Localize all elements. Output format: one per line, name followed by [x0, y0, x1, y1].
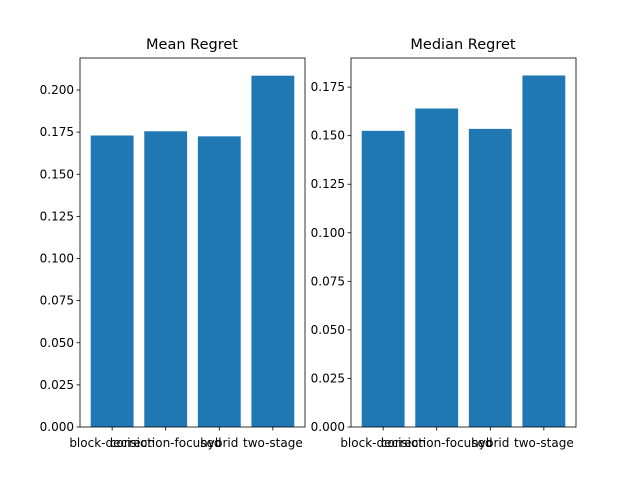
mean-regret-bars — [90, 75, 295, 428]
mean-regret-bar-hybrid — [197, 136, 241, 428]
mean-regret-x-tick-label-two-stage: two-stage — [243, 436, 303, 450]
mean-regret-x-tick-label-hybrid: hybrid — [200, 436, 238, 450]
median-regret-bars — [361, 75, 566, 428]
median-regret-y-tick-label: 0.075 — [311, 274, 345, 288]
mean-regret-bar-correction-focused — [144, 131, 188, 427]
median-regret-chart: Median Regret 0.0000.0250.0500.0750.1000… — [311, 37, 577, 450]
mean-regret-axes-frame — [79, 57, 306, 428]
mean-regret-y-axis-ticks: 0.000 0.025 0.050 0.075 0.100 0.125 0.150 0.175… — [40, 83, 80, 434]
median-regret-y-tick-label: 0.025 — [311, 371, 345, 385]
median-regret-bar-two-stage — [522, 75, 566, 428]
median-regret-y-tick-label: 0.175 — [311, 80, 345, 94]
mean-regret-title: Mean Regret — [146, 37, 238, 53]
mean-regret-y-tick-label: 0.100 — [40, 252, 74, 266]
mean-regret-y-tick-label: 0.050 — [40, 336, 74, 350]
median-regret-y-tick-label: 0.000 — [311, 420, 345, 434]
median-regret-x-tick-label-block-decision: block-decision — [340, 436, 426, 450]
mean-regret-y-tick-label: 0.125 — [40, 209, 74, 223]
median-regret-bar-hybrid — [468, 128, 512, 427]
median-regret-y-tick-label: 0.050 — [311, 323, 345, 337]
median-regret-y-tick-label: 0.150 — [311, 129, 345, 143]
mean-regret-y-tick-label: 0.150 — [40, 167, 74, 181]
mean-regret-chart: Mean Regret 0.000 0.025 0.050 0.075 0.100 0.1… — [40, 37, 306, 450]
median-regret-y-tick-label: 0.125 — [311, 177, 345, 191]
median-regret-bar-block-decision — [361, 130, 405, 427]
median-regret-y-axis-ticks: 0.000 0.025 0.050 0.075 0.100 0.125 0.150 0.175 — [311, 80, 351, 434]
mean-regret-x-tick-label-block-decision: block-decision — [69, 436, 155, 450]
mean-regret-bar-two-stage — [251, 75, 295, 428]
mean-regret-bar-block-decision — [90, 135, 134, 428]
median-regret-axes-frame — [350, 57, 577, 428]
mean-regret-y-tick-label: 0.200 — [40, 83, 74, 97]
mean-regret-y-tick-label: 0.025 — [40, 378, 74, 392]
median-regret-x-tick-label-hybrid: hybrid — [471, 436, 509, 450]
median-regret-y-tick-label: 0.100 — [311, 226, 345, 240]
mean-regret-y-tick-label: 0.000 — [40, 420, 74, 434]
mean-regret-x-tick-label-correction-focused: correction-focused — [110, 436, 222, 450]
median-regret-x-tick-label-two-stage: two-stage — [514, 436, 574, 450]
median-regret-title: Median Regret — [410, 37, 515, 53]
median-regret-x-tick-label-correction-focused: correction-focused — [381, 436, 493, 450]
mean-regret-y-tick-label: 0.175 — [40, 125, 74, 139]
mean-regret-y-tick-label: 0.075 — [40, 294, 74, 308]
median-regret-bar-correction-focused — [415, 108, 459, 427]
